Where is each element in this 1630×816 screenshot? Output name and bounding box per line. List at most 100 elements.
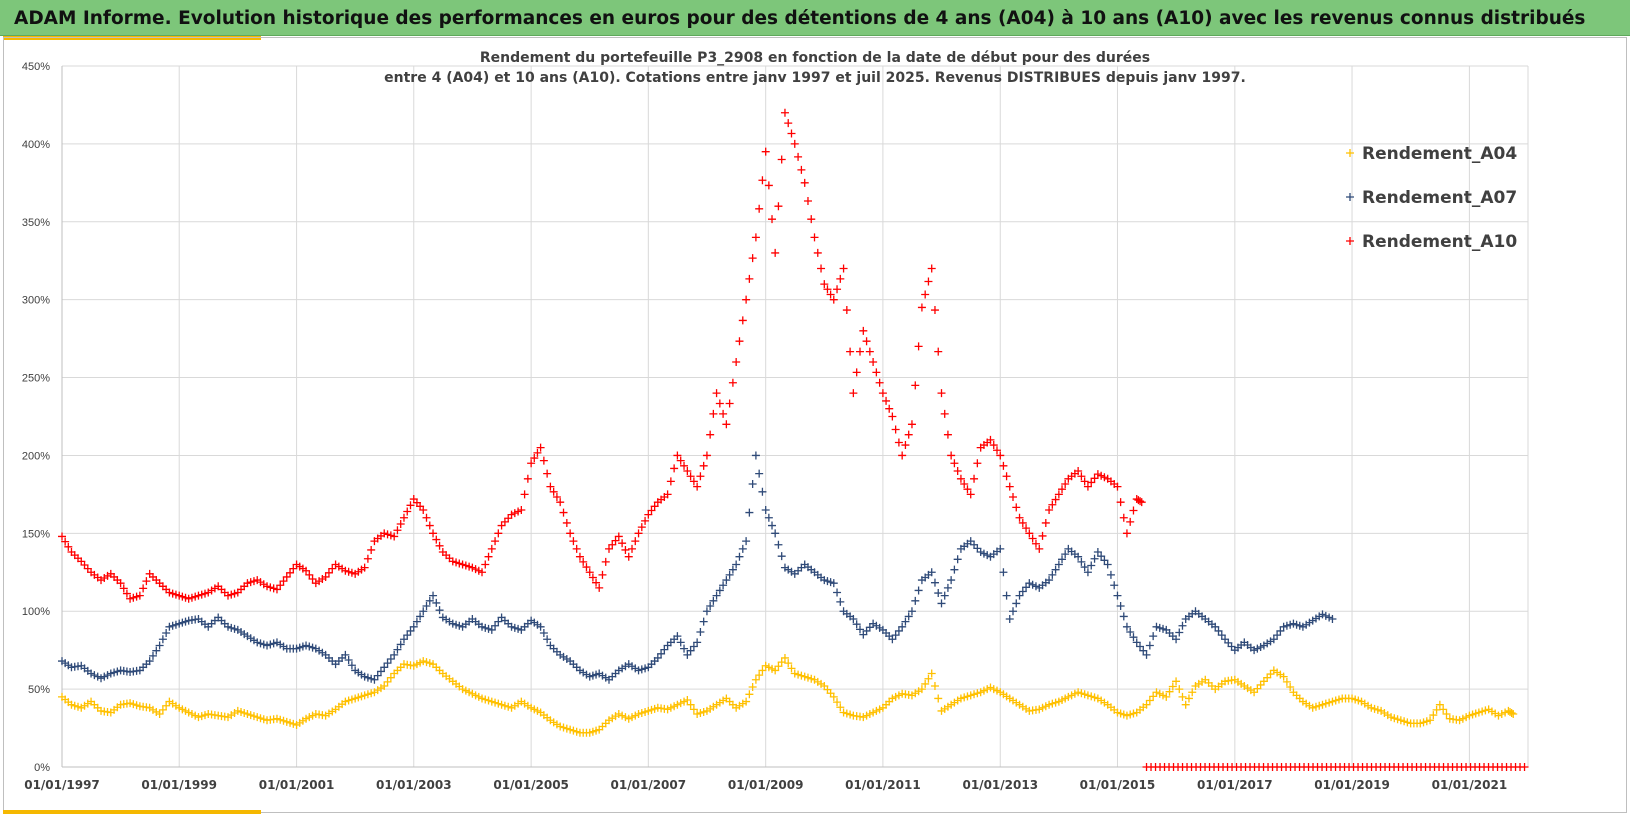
- data-point-interp: [914, 586, 923, 595]
- legend-label: Rendement_A07: [1362, 188, 1517, 208]
- data-point-interp: [1097, 552, 1106, 561]
- data-point: [605, 544, 614, 553]
- data-point-interp: [432, 598, 441, 607]
- data-point: [1074, 467, 1083, 476]
- data-point-interp: [709, 409, 718, 418]
- data-point-interp: [618, 539, 627, 548]
- data-point: [1172, 635, 1181, 644]
- data-point-interp: [748, 480, 757, 489]
- data-point: [517, 505, 526, 514]
- data-point: [87, 669, 96, 678]
- data-point: [927, 669, 936, 678]
- x-tick-label: 01/01/2013: [962, 778, 1038, 792]
- legend-marker: [1346, 193, 1354, 201]
- data-point: [751, 233, 760, 242]
- data-point: [780, 108, 789, 117]
- y-tick-label: 100%: [22, 606, 50, 618]
- data-point-interp: [1018, 587, 1027, 596]
- data-point: [732, 357, 741, 366]
- data-point-interp: [1090, 474, 1099, 483]
- data-point-interp: [422, 602, 431, 611]
- data-point-interp: [386, 673, 395, 682]
- data-point-interp: [611, 536, 620, 545]
- data-point-interp: [914, 342, 923, 351]
- data-point-interp: [266, 583, 275, 592]
- data-point-interp: [142, 577, 151, 586]
- data-point: [419, 505, 428, 514]
- data-point-interp: [1058, 555, 1067, 564]
- data-point-interp: [598, 570, 607, 579]
- data-point: [751, 451, 760, 460]
- data-point-interp: [1106, 570, 1115, 579]
- data-point: [1137, 498, 1146, 507]
- data-point: [693, 638, 702, 647]
- data-point-interp: [735, 337, 744, 346]
- data-point-interp: [1110, 581, 1119, 590]
- data-point-interp: [158, 705, 167, 714]
- data-point-interp: [787, 129, 796, 138]
- data-point-interp: [432, 535, 441, 544]
- data-point-interp: [481, 560, 490, 569]
- data-point-interp: [846, 347, 855, 356]
- data-point-interp: [833, 698, 842, 707]
- data-point-interp: [950, 459, 959, 468]
- data-point-interp: [696, 627, 705, 636]
- data-point-interp: [970, 540, 979, 549]
- data-point: [566, 529, 575, 538]
- y-tick-label: 400%: [22, 139, 50, 151]
- data-point: [497, 700, 506, 709]
- data-point-interp: [403, 507, 412, 516]
- data-point: [800, 178, 809, 187]
- data-point-interp: [520, 490, 529, 499]
- data-point-interp: [852, 368, 861, 377]
- data-point-interp: [122, 589, 131, 598]
- data-point-interp: [745, 274, 754, 283]
- data-point-interp: [276, 581, 285, 590]
- data-point-interp: [386, 531, 395, 540]
- data-point: [996, 544, 1005, 553]
- data-point: [1103, 560, 1112, 569]
- data-point-interp: [1002, 591, 1011, 600]
- data-point-interp: [993, 446, 1001, 455]
- data-point: [1083, 568, 1092, 577]
- data-point: [683, 467, 692, 476]
- data-point-interp: [396, 519, 405, 528]
- data-point-interp: [1175, 685, 1184, 694]
- data-point-interp: [1263, 673, 1272, 682]
- legend-marker: [1346, 237, 1354, 245]
- data-point-interp: [618, 711, 627, 720]
- data-point: [917, 685, 926, 694]
- data-point-interp: [901, 617, 910, 626]
- data-point: [135, 591, 144, 600]
- data-point: [478, 568, 487, 577]
- data-point: [683, 696, 692, 705]
- data-point: [302, 566, 311, 575]
- data-point-interp: [367, 545, 376, 554]
- data-point: [390, 532, 399, 541]
- x-axis-ticks: 01/01/1997 01/01/1999 01/01/2001 01/01/2003…: [24, 778, 1507, 792]
- data-point-interp: [608, 540, 617, 549]
- data-point-interp: [973, 689, 982, 698]
- data-point-interp: [970, 474, 979, 483]
- data-point-interp: [266, 640, 275, 649]
- data-point: [263, 582, 272, 591]
- data-point: [1074, 552, 1083, 561]
- data-point-interp: [1136, 497, 1145, 506]
- data-point: [1015, 513, 1024, 522]
- data-point: [878, 389, 887, 398]
- data-point: [859, 326, 868, 335]
- data-point-interp: [1178, 621, 1187, 630]
- x-tick-label: 01/01/2019: [1314, 778, 1390, 792]
- data-point: [1172, 677, 1181, 686]
- data-point: [429, 529, 438, 538]
- data-point-interp: [882, 396, 891, 405]
- data-point-interp: [1028, 534, 1037, 543]
- data-point: [1045, 505, 1054, 514]
- data-point: [380, 681, 389, 690]
- data-point-interp: [412, 617, 421, 626]
- data-point: [722, 420, 731, 429]
- data-point-interp: [686, 472, 695, 481]
- data-point-interp: [1080, 563, 1089, 572]
- data-point-interp: [1165, 687, 1174, 696]
- data-point-interp: [768, 521, 777, 530]
